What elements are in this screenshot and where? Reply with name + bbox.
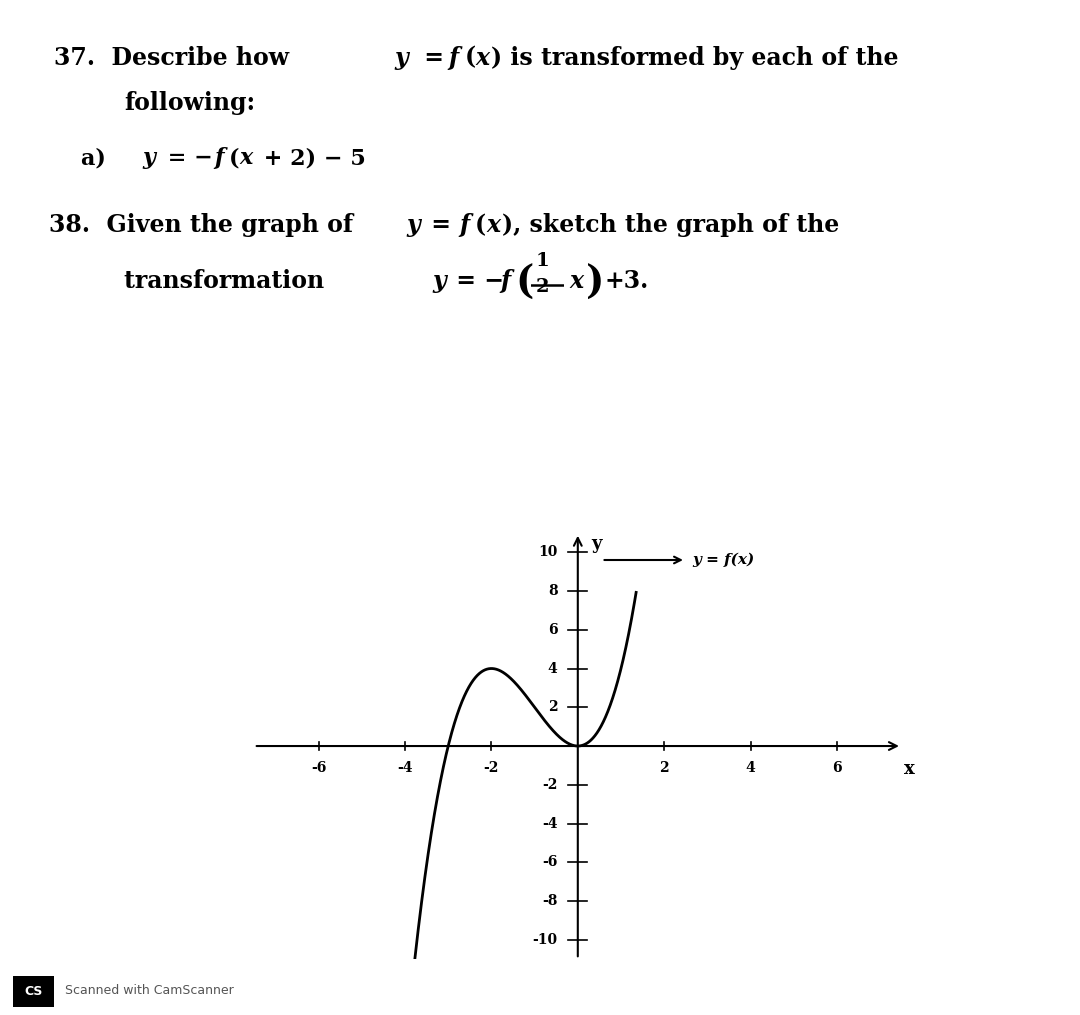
Text: x: x (475, 46, 489, 70)
Text: 1: 1 (536, 252, 550, 270)
Text: 2: 2 (536, 278, 549, 296)
Text: 4: 4 (548, 662, 557, 676)
Text: x: x (240, 147, 253, 170)
Text: f: f (500, 269, 510, 293)
Text: -2: -2 (484, 761, 499, 774)
Text: f: f (459, 213, 469, 238)
Text: =: = (423, 213, 460, 238)
Text: f: f (448, 46, 458, 70)
Text: 6: 6 (833, 761, 841, 774)
Text: -4: -4 (542, 816, 557, 830)
Text: y: y (394, 46, 408, 70)
Text: a): a) (81, 147, 130, 170)
Text: -6: -6 (311, 761, 326, 774)
Text: (: ( (229, 147, 240, 170)
Text: -6: -6 (542, 856, 557, 869)
Text: =: = (416, 46, 453, 70)
Text: 38.  Given the graph of: 38. Given the graph of (49, 213, 361, 238)
Text: = −: = − (448, 269, 504, 293)
Text: + 2) − 5: + 2) − 5 (256, 147, 366, 170)
Text: y: y (143, 147, 156, 170)
Text: -2: -2 (542, 777, 557, 792)
Text: = −: = − (160, 147, 213, 170)
Text: y: y (432, 269, 446, 293)
Text: (: ( (464, 46, 475, 70)
Text: ): ) (586, 264, 605, 301)
Text: 10: 10 (538, 545, 557, 559)
Text: Scanned with CamScanner: Scanned with CamScanner (65, 984, 233, 997)
Text: (: ( (475, 213, 486, 238)
Text: CS: CS (24, 986, 43, 998)
Text: -10: -10 (532, 933, 557, 947)
Text: +3.: +3. (605, 269, 649, 293)
Text: ) is transformed by each of the: ) is transformed by each of the (491, 46, 899, 70)
Text: (: ( (515, 264, 534, 301)
Text: 2: 2 (660, 761, 669, 774)
Text: -8: -8 (542, 894, 557, 908)
Text: following:: following: (124, 91, 255, 116)
Text: ), sketch the graph of the: ), sketch the graph of the (502, 213, 839, 238)
Text: y: y (591, 535, 602, 553)
Text: x: x (569, 269, 583, 293)
Text: 4: 4 (745, 761, 756, 774)
Text: y = f(x): y = f(x) (692, 553, 755, 567)
Text: 37.  Describe how: 37. Describe how (54, 46, 297, 70)
Text: x: x (486, 213, 500, 238)
Text: f: f (214, 147, 224, 170)
Text: 8: 8 (548, 584, 557, 598)
Text: transformation: transformation (124, 269, 341, 293)
Text: 2: 2 (548, 700, 557, 715)
Text: 6: 6 (548, 623, 557, 636)
Text: x: x (904, 759, 915, 777)
Text: -4: -4 (397, 761, 413, 774)
Text: y: y (406, 213, 420, 238)
